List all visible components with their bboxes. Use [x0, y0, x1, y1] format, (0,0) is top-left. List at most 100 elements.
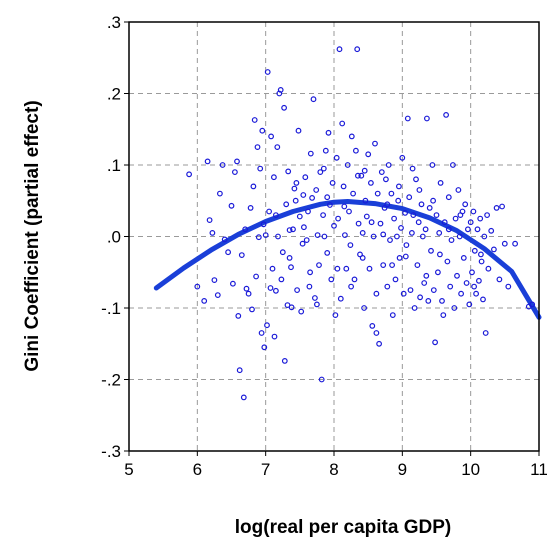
y-tick-label: -.1 — [101, 299, 121, 318]
data-points — [186, 46, 536, 401]
data-point — [415, 219, 422, 226]
data-point — [469, 269, 475, 276]
data-point — [359, 229, 366, 236]
data-point — [250, 183, 257, 190]
data-point — [499, 203, 506, 210]
data-point — [488, 227, 495, 234]
data-point — [219, 162, 226, 168]
x-tick-label: 7 — [261, 460, 270, 479]
data-point — [436, 229, 443, 236]
data-point — [274, 144, 281, 151]
data-point — [460, 254, 467, 261]
data-point — [417, 294, 424, 301]
data-point — [344, 162, 351, 168]
data-point — [305, 208, 311, 215]
data-point — [444, 258, 451, 265]
data-point — [505, 283, 512, 290]
data-point — [407, 287, 414, 294]
data-point — [346, 208, 352, 215]
y-tick-label: .0 — [107, 228, 121, 247]
data-point — [430, 287, 437, 294]
data-point — [329, 179, 336, 186]
data-point — [423, 272, 430, 279]
data-point — [343, 265, 350, 272]
data-point — [450, 162, 456, 168]
data-point — [389, 312, 396, 319]
data-point — [334, 265, 341, 272]
data-point — [362, 197, 369, 204]
data-point — [466, 301, 473, 308]
data-point — [269, 265, 276, 272]
data-point — [314, 232, 321, 239]
data-point — [353, 147, 359, 154]
data-point — [462, 201, 469, 208]
data-point — [380, 262, 387, 269]
data-point — [235, 313, 242, 319]
data-point — [320, 165, 327, 172]
data-point — [324, 194, 331, 201]
data-point — [396, 254, 403, 261]
data-point — [402, 209, 409, 216]
data-point — [229, 280, 236, 287]
data-point — [485, 265, 492, 272]
y-tick-label: .2 — [107, 85, 121, 104]
data-point — [395, 197, 402, 204]
data-point — [317, 169, 324, 176]
data-point — [273, 212, 279, 219]
data-point — [380, 231, 387, 238]
data-point — [288, 264, 294, 271]
data-point — [471, 283, 478, 290]
grid-lines — [129, 22, 539, 451]
data-point — [410, 212, 417, 219]
data-point — [291, 185, 298, 192]
data-point — [372, 140, 378, 147]
data-point — [337, 295, 344, 302]
data-point — [443, 111, 450, 118]
data-point — [399, 154, 406, 161]
data-point — [301, 224, 307, 231]
data-point — [341, 203, 348, 210]
data-point — [278, 276, 285, 283]
data-point — [378, 169, 385, 176]
data-point — [324, 249, 331, 256]
data-point — [221, 236, 228, 243]
data-point — [277, 86, 284, 93]
data-point — [496, 276, 503, 283]
data-point — [214, 292, 221, 299]
data-point — [321, 233, 328, 240]
data-point — [394, 233, 400, 240]
data-point — [491, 246, 497, 253]
data-point — [271, 333, 278, 340]
data-point — [186, 171, 193, 178]
data-point — [396, 183, 402, 190]
data-point — [471, 247, 478, 254]
data-point — [328, 276, 335, 283]
data-point — [298, 308, 305, 315]
data-point — [236, 367, 243, 374]
data-point — [391, 215, 398, 222]
data-point — [254, 144, 261, 151]
data-point — [398, 224, 404, 231]
data-point — [348, 283, 355, 290]
data-point — [257, 165, 264, 172]
data-point — [262, 232, 269, 239]
data-point — [350, 190, 357, 197]
data-point — [484, 212, 491, 219]
data-point — [428, 247, 434, 254]
x-tick-label: 10 — [461, 460, 480, 479]
data-point — [384, 201, 391, 208]
data-point — [313, 187, 320, 193]
y-tick-label: -.3 — [101, 442, 121, 461]
data-point — [368, 179, 374, 186]
data-point — [194, 283, 201, 290]
y-tick-label: .1 — [107, 156, 121, 175]
data-point — [414, 262, 421, 269]
data-point — [437, 179, 444, 186]
data-point — [392, 276, 399, 283]
data-point — [435, 269, 441, 276]
data-point — [309, 194, 316, 201]
data-point — [327, 202, 333, 208]
data-point — [273, 287, 279, 294]
data-point — [243, 285, 250, 292]
data-point — [340, 183, 347, 190]
